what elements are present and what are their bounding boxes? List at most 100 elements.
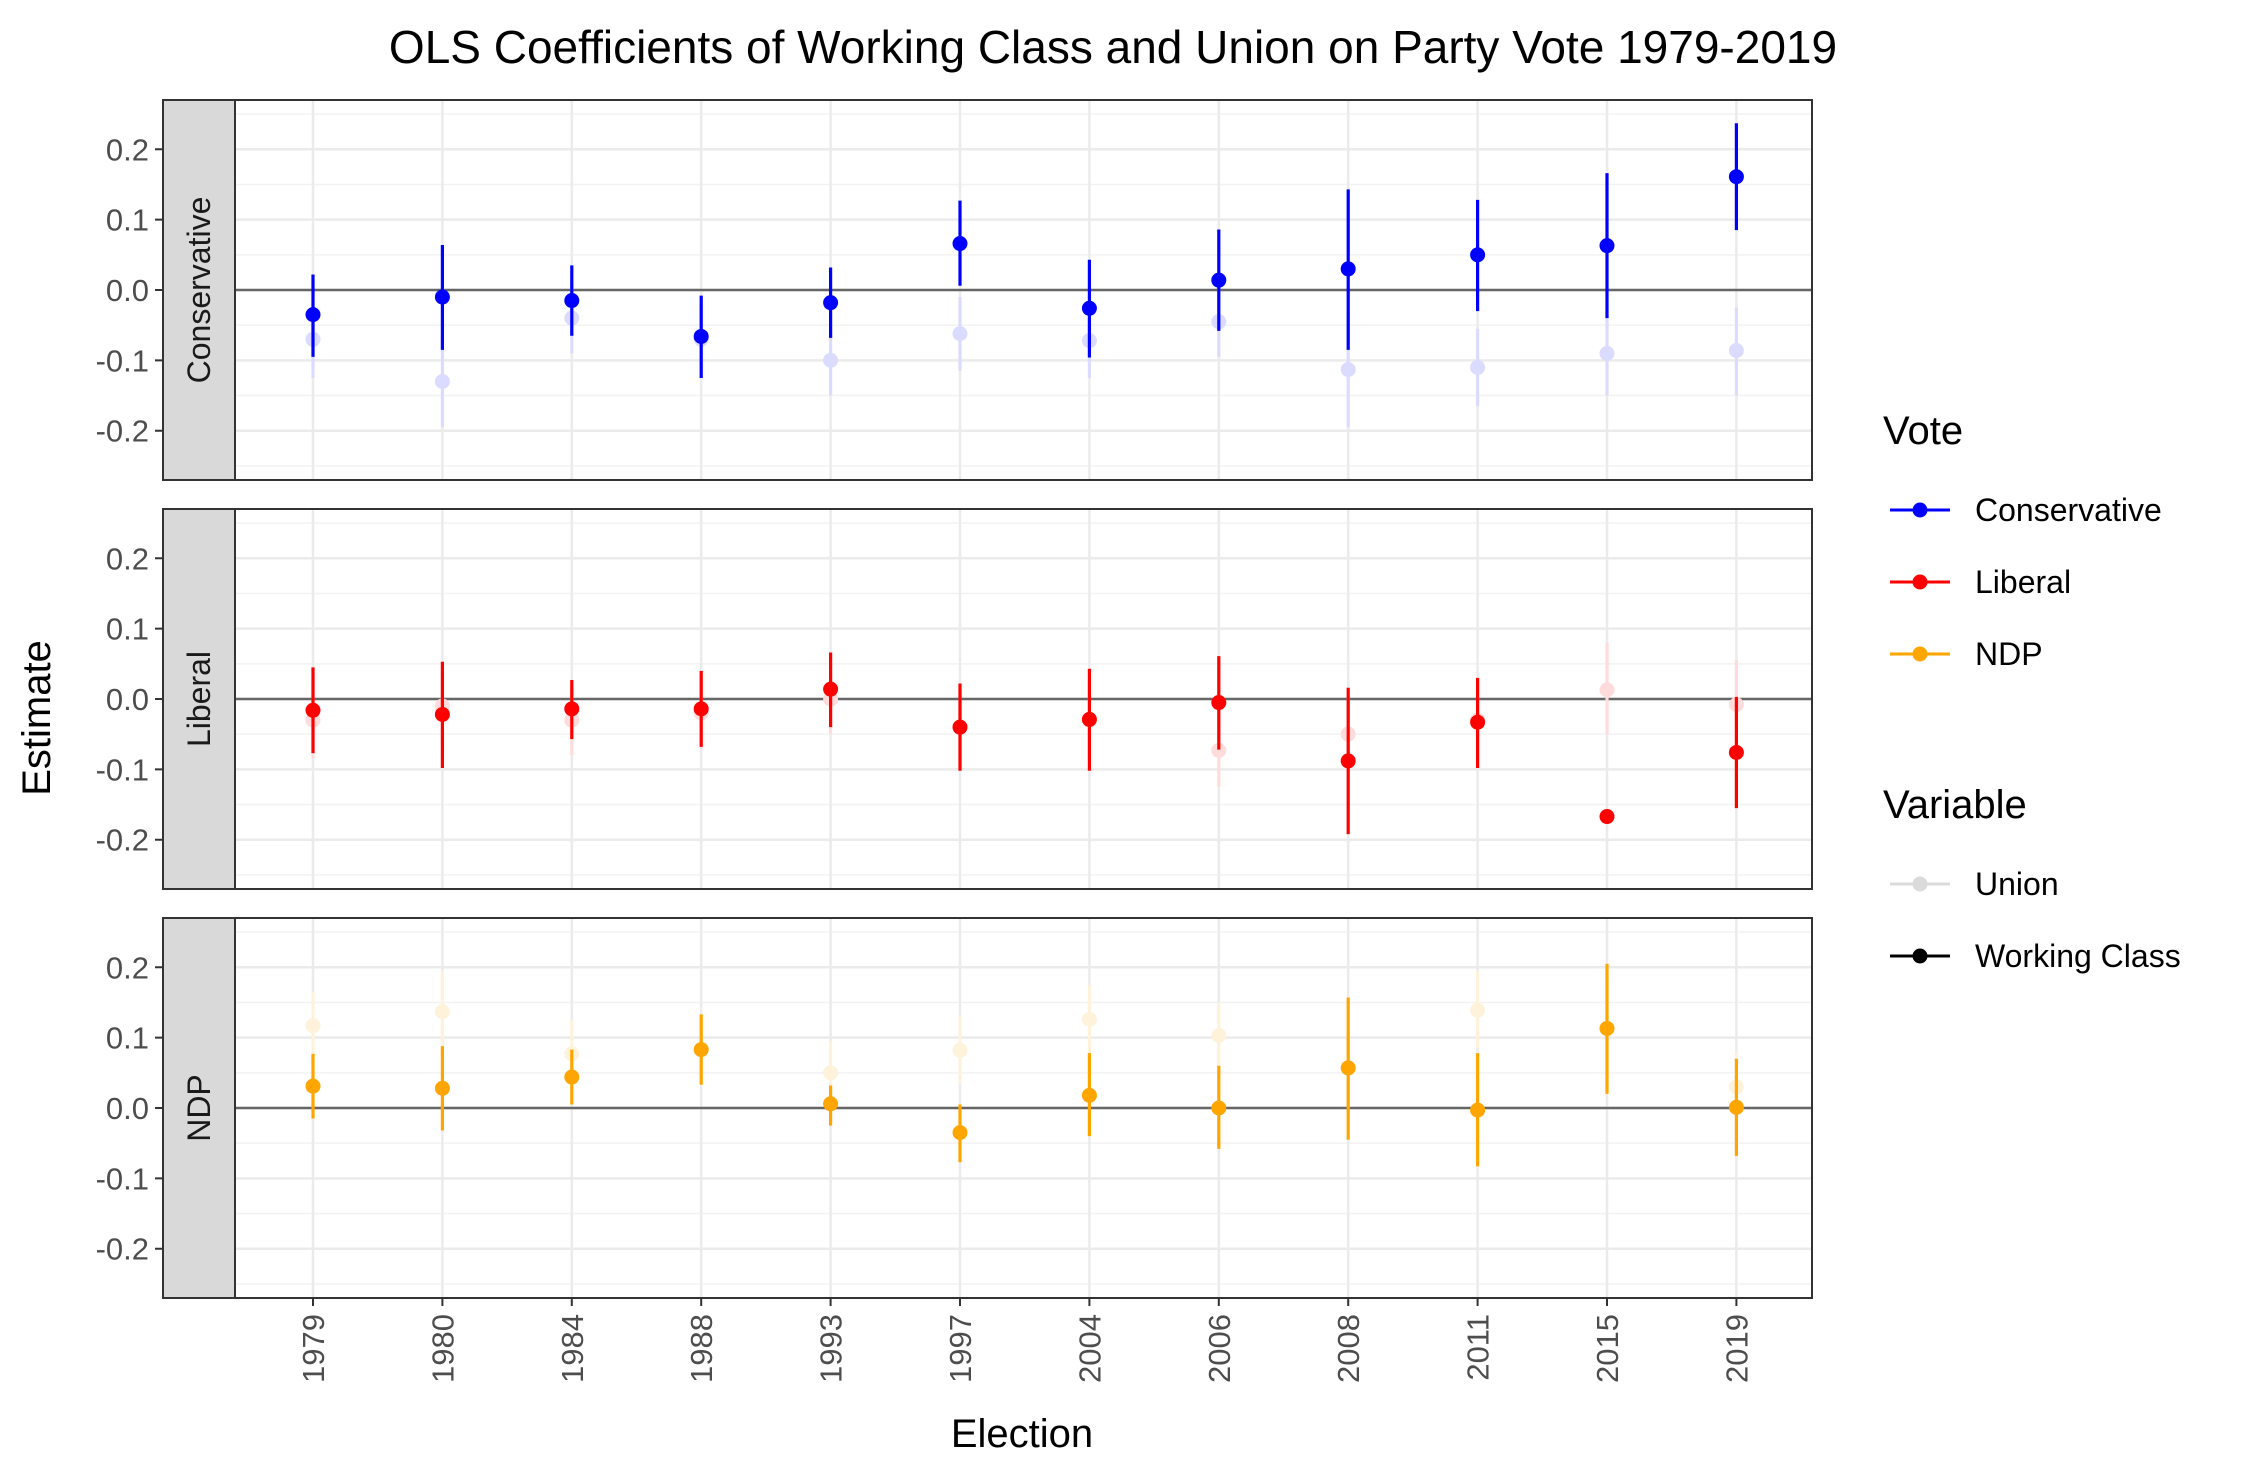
data-point xyxy=(1081,1011,1097,1027)
data-point xyxy=(1340,261,1356,277)
legend-variable-items: Union Working Class xyxy=(1890,866,2181,974)
data-point xyxy=(1340,1060,1356,1076)
data-point xyxy=(434,706,450,722)
data-point xyxy=(1081,711,1097,727)
data-point xyxy=(1211,695,1227,711)
data-point xyxy=(1728,343,1744,359)
y-tick-label: 0.1 xyxy=(106,612,149,647)
legend-vote-items: Conservative Liberal NDP xyxy=(1890,492,2162,672)
data-point xyxy=(823,352,839,368)
y-tick-label: -0.1 xyxy=(96,752,149,787)
data-point xyxy=(564,293,580,309)
data-point xyxy=(823,681,839,697)
y-tick-label: -0.1 xyxy=(96,343,149,378)
y-tick-label: -0.2 xyxy=(96,1232,149,1267)
chart-title: OLS Coefficients of Working Class and Un… xyxy=(389,21,1837,73)
y-tick-label: 0.0 xyxy=(106,682,149,717)
data-point xyxy=(1599,238,1615,254)
legend-label: NDP xyxy=(1975,636,2043,672)
data-point xyxy=(305,702,321,718)
data-point xyxy=(952,1125,968,1141)
legend-key-point xyxy=(1912,574,1928,590)
y-axis-title: Estimate xyxy=(15,640,59,796)
x-tick-label: 2004 xyxy=(1072,1314,1107,1383)
data-point xyxy=(1728,169,1744,185)
data-point xyxy=(1340,362,1356,378)
data-point xyxy=(952,236,968,252)
y-tick-label: 0.0 xyxy=(106,273,149,308)
x-tick-label: 1993 xyxy=(814,1314,849,1383)
y-tick-label: -0.2 xyxy=(96,414,149,449)
data-point xyxy=(1211,742,1227,758)
panel-ndp: NDP -0.2 -0.1 0.0 0.1 0.2 xyxy=(96,917,1813,1299)
data-point xyxy=(1470,714,1486,730)
legend-key-point xyxy=(1912,876,1928,892)
data-point xyxy=(305,1018,321,1034)
y-tick-label: 0.1 xyxy=(106,1021,149,1056)
data-point xyxy=(1470,247,1486,263)
x-tick-label: 2011 xyxy=(1461,1314,1496,1381)
data-point xyxy=(693,1042,709,1058)
x-tick-label: 2006 xyxy=(1202,1314,1237,1383)
panel-conservative: Conservative -0.2 -0.1 0.0 0.1 0.2 xyxy=(96,99,1813,481)
data-point xyxy=(952,326,968,342)
data-point xyxy=(1599,809,1615,825)
panels-layer: Conservative -0.2 -0.1 0.0 0.1 0.2 Liberal -0.2… xyxy=(96,99,1813,1299)
legend-title-vote: Vote xyxy=(1883,409,1963,453)
data-point xyxy=(693,701,709,717)
legend-key-point xyxy=(1912,646,1928,662)
data-point xyxy=(1470,1102,1486,1118)
x-tick-label: 1988 xyxy=(684,1314,719,1383)
x-tick-label: 1979 xyxy=(296,1314,331,1383)
data-point xyxy=(305,1078,321,1094)
x-axis-title: Election xyxy=(951,1412,1093,1456)
data-point xyxy=(1211,1100,1227,1116)
x-tick-label: 2019 xyxy=(1719,1314,1754,1383)
legend-label: Conservative xyxy=(1975,492,2162,528)
y-tick-label: 0.2 xyxy=(106,541,149,576)
legend-label: Working Class xyxy=(1975,938,2181,974)
strip-label: Liberal xyxy=(181,651,217,747)
data-point xyxy=(564,701,580,717)
data-point xyxy=(1470,359,1486,375)
x-tick-label: 1980 xyxy=(425,1314,460,1383)
data-point xyxy=(434,289,450,305)
legend-key-point xyxy=(1912,502,1928,518)
data-point xyxy=(1599,345,1615,361)
data-point xyxy=(1728,1099,1744,1115)
y-tick-label: 0.1 xyxy=(106,203,149,238)
y-tick-label: 0.2 xyxy=(106,132,149,167)
data-point xyxy=(434,1080,450,1096)
y-tick-label: -0.1 xyxy=(96,1161,149,1196)
data-point xyxy=(693,328,709,344)
legend-label: Liberal xyxy=(1975,564,2071,600)
data-point xyxy=(823,295,839,311)
x-tick-label: 2008 xyxy=(1331,1314,1366,1383)
x-tick-label: 1997 xyxy=(943,1314,978,1383)
data-point xyxy=(1728,744,1744,760)
data-point xyxy=(952,719,968,735)
data-point xyxy=(1470,1002,1486,1018)
x-ticks-layer: 1979 1980 1984 1988 1993 1997 2004 2006 2008 2011… xyxy=(296,1298,1754,1383)
panel-liberal: Liberal -0.2 -0.1 0.0 0.1 0.2 xyxy=(96,508,1813,890)
data-point xyxy=(1599,682,1615,698)
series-working-class xyxy=(305,963,1744,1167)
data-point xyxy=(823,1065,839,1081)
data-point xyxy=(1599,1020,1615,1036)
legend-key-point xyxy=(1912,948,1928,964)
data-point xyxy=(952,1042,968,1058)
x-tick-label: 1984 xyxy=(555,1314,590,1383)
data-point xyxy=(305,307,321,323)
data-point xyxy=(564,1069,580,1085)
y-tick-label: 0.2 xyxy=(106,950,149,985)
y-tick-label: 0.0 xyxy=(106,1091,149,1126)
data-point xyxy=(1211,272,1227,288)
data-point xyxy=(434,1004,450,1020)
data-point xyxy=(434,373,450,389)
legend-title-variable: Variable xyxy=(1883,783,2027,827)
legend-label: Union xyxy=(1975,866,2059,902)
data-point xyxy=(1081,1087,1097,1103)
data-point xyxy=(823,1096,839,1112)
series-working-class xyxy=(305,123,1744,378)
legend: Vote Conservative Liberal NDP Variable Uni… xyxy=(1883,409,2181,974)
